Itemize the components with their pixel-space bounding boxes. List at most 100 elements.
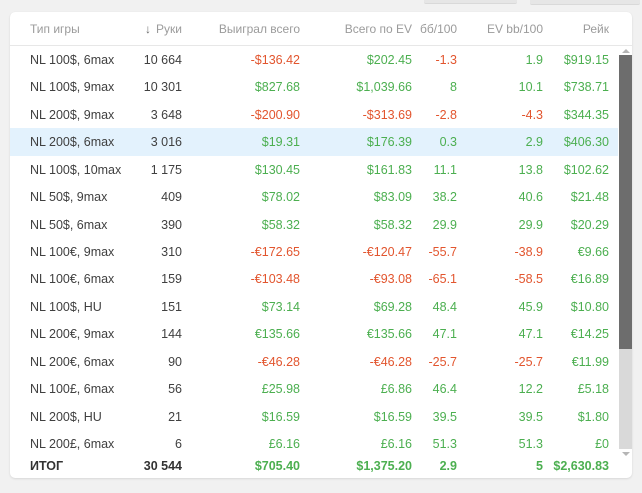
cutoff-button-top[interactable] — [530, 0, 640, 5]
cell-ev-total: $161.83 — [366, 162, 412, 177]
cell-ev-bb100: 1.9 — [525, 52, 543, 67]
scrollbar-track[interactable] — [619, 349, 632, 449]
cell-ev-total: $202.45 — [366, 52, 412, 67]
cell-rake: €11.99 — [571, 354, 609, 369]
table-row[interactable]: NL 200$, HU 21 $16.59 $16.59 39.5 39.5 $1.80 — [10, 403, 618, 430]
cell-ev-total: $176.39 — [366, 135, 412, 150]
cell-rake: £0 — [595, 437, 609, 452]
vertical-scrollbar[interactable] — [618, 46, 632, 458]
cell-bb100: 48.4 — [432, 299, 457, 314]
cell-won-total: $19.31 — [261, 135, 300, 150]
cell-ev-bb100: 40.6 — [518, 190, 543, 205]
total-label: ИТОГ — [30, 459, 64, 473]
cell-game-type: NL 200£, 6max — [30, 437, 115, 452]
cell-hands: 10 664 — [143, 52, 182, 67]
table-row[interactable]: NL 100€, 9max 310 -€172.65 -€120.47 -55.7 -38… — [10, 238, 618, 265]
cell-rake: $344.35 — [563, 107, 609, 122]
table-row[interactable]: NL 100$, 9max 10 301 $827.68 $1,039.66 8 10.1… — [10, 73, 618, 100]
cell-game-type: NL 200€, 6max — [30, 354, 115, 369]
cell-won-total: $58.32 — [261, 217, 300, 232]
cell-game-type: NL 100£, 6max — [30, 382, 115, 397]
column-header-won-total[interactable]: Выиграл всего — [218, 21, 300, 36]
cell-won-total: €135.66 — [254, 327, 300, 342]
cell-game-type: NL 100€, 6max — [30, 272, 115, 287]
table-row[interactable]: NL 100$, 10max 1 175 $130.45 $161.83 11.1 13.… — [10, 156, 618, 183]
cell-bb100: 47.1 — [432, 327, 457, 342]
cell-rake: €9.66 — [577, 245, 609, 260]
table-row[interactable]: NL 100$, 6max 10 664 -$136.42 $202.45 -1.3 1.… — [10, 46, 618, 73]
column-header-hands[interactable]: ↓ Руки — [145, 21, 182, 36]
total-hands: 30 544 — [143, 459, 182, 473]
cell-ev-total: -€120.47 — [362, 245, 412, 260]
cell-hands: 390 — [161, 217, 182, 232]
cell-rake: €16.89 — [570, 272, 609, 287]
scroll-down-icon[interactable] — [619, 449, 632, 458]
cell-bb100: 46.4 — [432, 382, 457, 397]
cell-hands: 56 — [168, 382, 182, 397]
cell-ev-bb100: 39.5 — [518, 409, 543, 424]
total-row: ИТОГ 30 544 $705.40 $1,375.20 2.9 5 $2,6… — [10, 458, 618, 478]
cell-ev-bb100: -25.7 — [514, 354, 544, 369]
cell-rake: $102.62 — [563, 162, 609, 177]
table-row[interactable]: NL 100$, HU 151 $73.14 $69.28 48.4 45.9 $10.80 — [10, 293, 618, 320]
cell-game-type: NL 50$, 6max — [30, 217, 108, 232]
cell-rake: $1.80 — [577, 409, 609, 424]
cell-ev-total: $58.32 — [373, 217, 412, 232]
table-row[interactable]: NL 200€, 6max 90 -€46.28 -€46.28 -25.7 -25.7 €… — [10, 348, 618, 375]
cell-hands: 10 301 — [143, 80, 182, 95]
cell-won-total: £6.16 — [268, 437, 300, 452]
cell-bb100: 0.3 — [439, 135, 457, 150]
cell-game-type: NL 200$, 6max — [30, 135, 115, 150]
total-won: $705.40 — [254, 459, 300, 473]
cell-won-total: $78.02 — [261, 190, 300, 205]
cell-hands: 3 648 — [150, 107, 182, 122]
cell-won-total: £25.98 — [261, 382, 300, 397]
column-header-ev-bb100[interactable]: EV bb/100 — [486, 21, 543, 36]
cell-game-type: NL 200$, HU — [30, 409, 102, 424]
total-ev: $1,375.20 — [356, 459, 412, 473]
column-header-ev-total[interactable]: Всего по EV — [344, 21, 412, 36]
table-row[interactable]: NL 100£, 6max 56 £25.98 £6.86 46.4 12.2 £5.18 — [10, 376, 618, 403]
cell-game-type: NL 100$, HU — [30, 299, 102, 314]
total-ev-bb100: 5 — [536, 459, 543, 473]
table-rows: NL 100$, 6max 10 664 -$136.42 $202.45 -1.3 1.… — [10, 46, 618, 458]
cell-game-type: NL 200€, 9max — [30, 327, 115, 342]
cell-ev-total: $16.59 — [373, 409, 412, 424]
cell-hands: 310 — [161, 245, 182, 260]
table-row[interactable]: NL 200€, 9max 144 €135.66 €135.66 47.1 47.1 €1… — [10, 321, 618, 348]
cutoff-button-top[interactable] — [424, 0, 517, 4]
column-header-game-type[interactable]: Тип игры — [30, 21, 80, 36]
cell-won-total: $827.68 — [254, 80, 300, 95]
cell-ev-bb100: 47.1 — [518, 327, 543, 342]
table-row[interactable]: NL 50$, 6max 390 $58.32 $58.32 29.9 29.9 $20.2… — [10, 211, 618, 238]
cell-hands: 90 — [168, 354, 182, 369]
table-row[interactable]: NL 50$, 9max 409 $78.02 $83.09 38.2 40.6 $21.4… — [10, 183, 618, 210]
cell-hands: 21 — [168, 409, 182, 424]
table-row[interactable]: NL 200$, 9max 3 648 -$200.90 -$313.69 -2.8 -4… — [10, 101, 618, 128]
cell-bb100: 29.9 — [432, 217, 457, 232]
scroll-up-icon[interactable] — [619, 46, 632, 55]
cell-bb100: 51.3 — [432, 437, 457, 452]
cell-rake: $919.15 — [563, 52, 609, 67]
cell-bb100: -25.7 — [428, 354, 458, 369]
cell-ev-total: -€93.08 — [369, 272, 412, 287]
cell-bb100: -2.8 — [435, 107, 457, 122]
sort-desc-icon: ↓ — [145, 21, 152, 36]
cell-ev-total: £6.16 — [380, 437, 412, 452]
table-row[interactable]: NL 200£, 6max 6 £6.16 £6.16 51.3 51.3 £0 — [10, 431, 618, 458]
table-row[interactable]: NL 100€, 6max 159 -€103.48 -€93.08 -65.1 -58.… — [10, 266, 618, 293]
column-header-rake[interactable]: Рейк — [582, 21, 609, 36]
cell-hands: 151 — [161, 299, 182, 314]
cell-rake: £5.18 — [577, 382, 609, 397]
total-bb100: 2.9 — [439, 459, 457, 473]
cell-game-type: NL 100€, 9max — [30, 245, 115, 260]
table-row[interactable]: NL 200$, 6max 3 016 $19.31 $176.39 0.3 2.9 $40… — [10, 128, 618, 156]
cell-won-total: $16.59 — [261, 409, 300, 424]
scrollbar-thumb[interactable] — [619, 55, 632, 349]
cell-won-total: $130.45 — [254, 162, 300, 177]
cell-bb100: -65.1 — [428, 272, 458, 287]
cell-game-type: NL 100$, 10max — [30, 162, 122, 177]
cell-ev-bb100: 2.9 — [525, 135, 543, 150]
cell-game-type: NL 100$, 6max — [30, 52, 115, 67]
column-header-bb100[interactable]: бб/100 — [420, 21, 458, 36]
